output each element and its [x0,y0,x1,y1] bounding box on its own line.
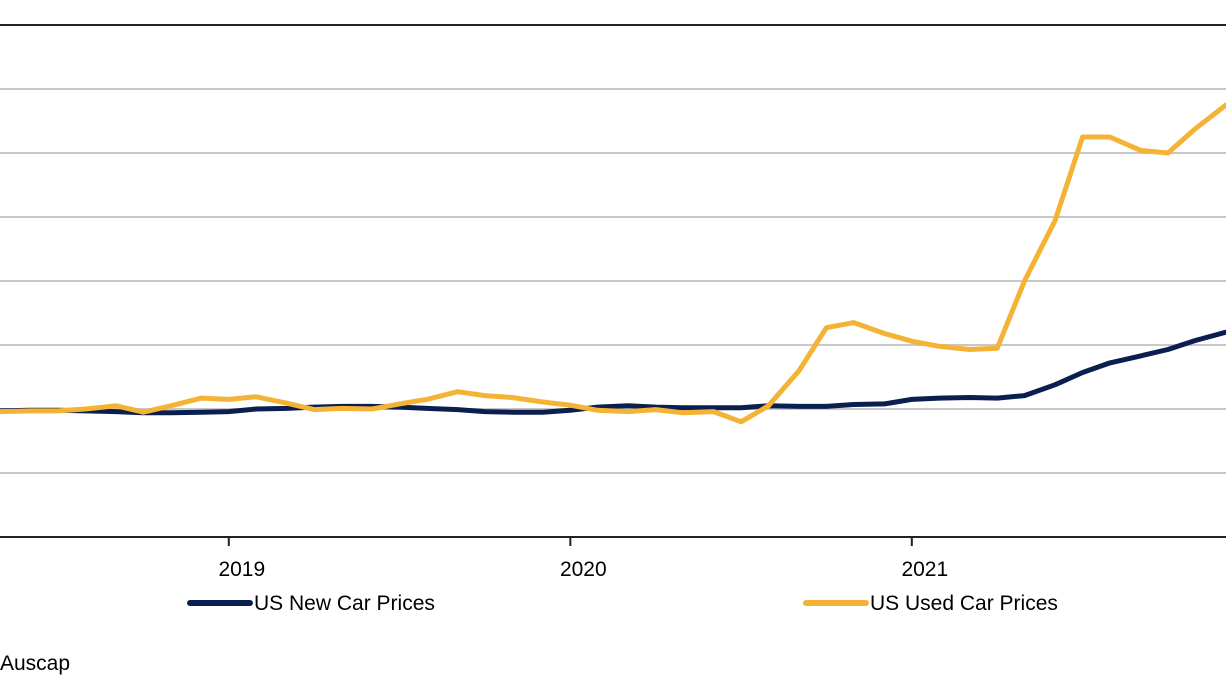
series-line-new-car-prices [0,329,1226,416]
legend-label-used: US Used Car Prices [870,592,1058,615]
series-line-used-car-prices [0,102,1226,425]
x-tick-label-2021: 2021 [901,558,948,581]
legend-item-used: US Used Car Prices [803,592,1058,615]
x-tick-label-2019: 2019 [218,558,265,581]
x-tick-label-2020: 2020 [560,558,607,581]
series-lines [0,102,1226,425]
gridlines [0,88,1226,474]
x-tick-labels: 2019 2020 2021 [218,537,948,581]
legend-label-new: US New Car Prices [254,592,435,615]
source-label: Auscap [0,652,71,675]
legend: US New Car Prices US Used Car Prices [187,592,1058,615]
axes [0,24,1226,538]
legend-item-new: US New Car Prices [187,592,435,615]
